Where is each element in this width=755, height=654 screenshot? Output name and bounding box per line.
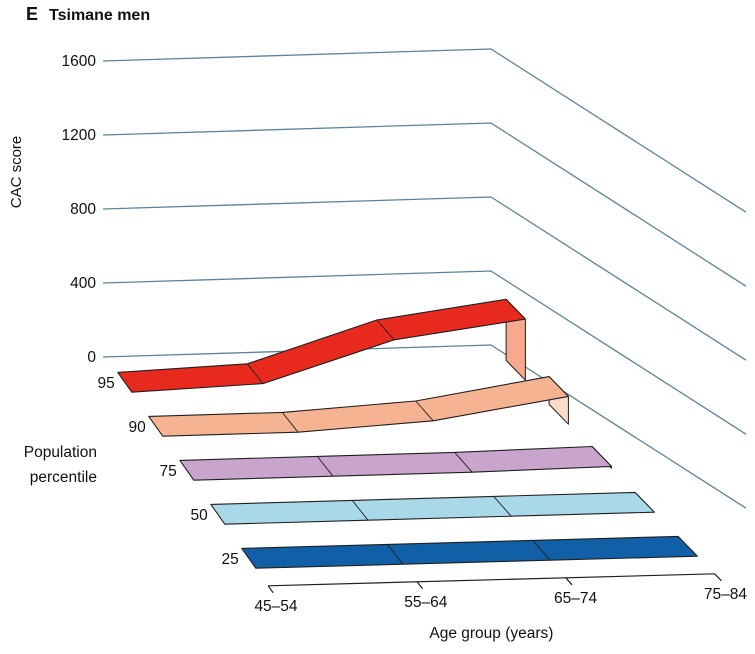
cac-gridline xyxy=(102,196,747,361)
cac-gridline xyxy=(102,48,747,213)
panel-header: E Tsimane men xyxy=(26,4,150,25)
x-tick-label: 55–64 xyxy=(404,594,447,611)
cac-tick-label: 1600 xyxy=(62,53,97,70)
ribbon-25 xyxy=(241,535,698,569)
ribbon-90 xyxy=(148,376,569,437)
percentile-tick-label: 95 xyxy=(98,375,115,392)
ribbon-surface xyxy=(241,535,698,569)
cac-gridline xyxy=(102,344,747,509)
x-tick xyxy=(565,577,573,586)
ribbon-95 xyxy=(117,298,526,393)
x-axis-title: Age group (years) xyxy=(429,625,553,642)
z-axis-title-line: Population xyxy=(24,444,97,461)
cac-tick-label: 800 xyxy=(70,201,96,218)
x-tick-label: 45–54 xyxy=(254,598,297,615)
ribbon-surface xyxy=(117,298,526,393)
z-axis-title-line: percentile xyxy=(30,469,97,486)
ribbon-fold-line xyxy=(376,319,395,341)
ribbon-fold-line xyxy=(386,544,404,565)
ribbon-surface xyxy=(179,445,612,481)
ribbon-fold-line xyxy=(316,456,334,477)
cac-gridline xyxy=(102,122,747,287)
ribbon-50 xyxy=(210,491,655,525)
ribbon-surface xyxy=(148,376,569,437)
ribbon-fold-line xyxy=(493,496,512,517)
y-gridlines: 1600 1200 800 400 0 xyxy=(62,48,747,509)
ribbon-surface xyxy=(210,491,655,525)
ribbon-fold-line xyxy=(532,540,551,561)
x-tick xyxy=(267,585,274,594)
x-tick xyxy=(416,581,424,590)
cac-tick-label: 1200 xyxy=(62,127,97,144)
percentile-tick-label: 25 xyxy=(222,551,239,568)
ribbon-fold-line xyxy=(281,412,299,433)
ribbon-fold-line xyxy=(454,452,473,473)
ribbon-fold-line xyxy=(415,400,434,422)
cac-gridline xyxy=(102,270,747,435)
ribbons: 95 90 75 50 25 xyxy=(98,298,698,569)
ribbon-fold-line xyxy=(246,363,264,384)
x-axis: 45–54 55–64 65–74 75–84 Age group (years) xyxy=(254,573,747,642)
percentile-tick-label: 90 xyxy=(129,419,147,436)
y-axis-title: CAC score xyxy=(8,136,25,209)
z-axis-title: Population percentile xyxy=(24,444,97,486)
x-tick-label: 65–74 xyxy=(554,590,597,607)
percentile-tick-label: 50 xyxy=(191,507,209,524)
x-tick-label: 75–84 xyxy=(704,586,747,603)
percentile-tick-label: 75 xyxy=(160,463,177,480)
cac-tick-label: 400 xyxy=(70,275,96,292)
x-axis-line xyxy=(268,573,715,587)
panel-letter: E xyxy=(26,4,39,24)
cac-tick-label: 0 xyxy=(87,349,96,366)
ribbon-fold-line xyxy=(351,500,369,521)
panel-title: Tsimane men xyxy=(49,7,151,24)
x-tick xyxy=(714,573,722,582)
ribbon-75 xyxy=(179,445,612,481)
